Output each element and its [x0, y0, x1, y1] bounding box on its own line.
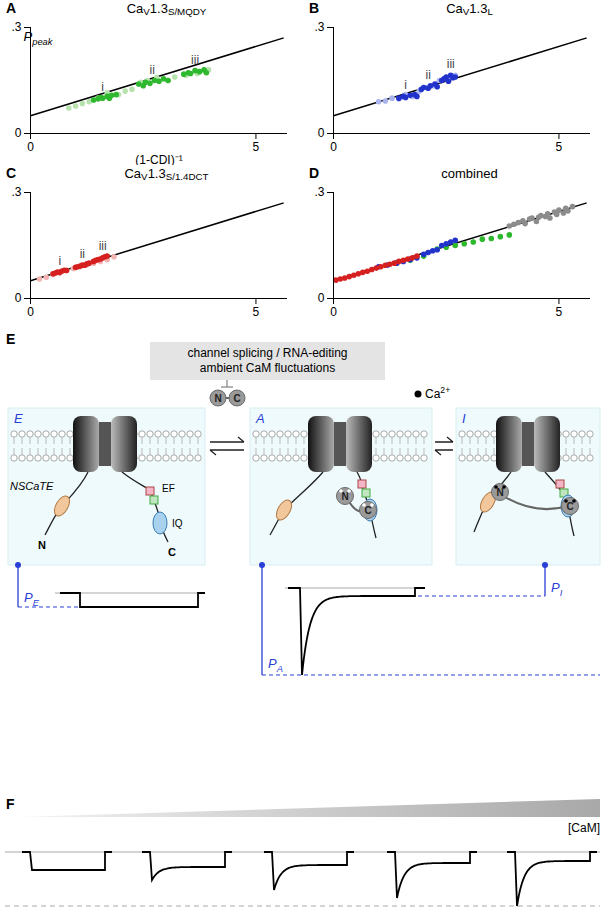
svg-text:iii: iii: [447, 57, 455, 71]
svg-text:0: 0: [318, 126, 325, 140]
svg-text:[CaM]: [CaM]: [568, 821, 600, 835]
svg-text:iii: iii: [191, 53, 199, 67]
html-text:B: B: [309, 0, 320, 16]
svg-text:0: 0: [330, 140, 337, 154]
svg-text:EF: EF: [162, 483, 175, 494]
svg-text:0: 0: [318, 291, 325, 305]
svg-text:5: 5: [253, 305, 260, 319]
svg-text:N: N: [214, 393, 221, 404]
svg-text:i: i: [101, 80, 104, 94]
svg-text:i: i: [404, 78, 407, 92]
svg-text:.3: .3: [11, 185, 21, 199]
svg-text:Ca2+: Ca2+: [425, 385, 450, 401]
html-text:CaV1.3S/MQDY: CaV1.3S/MQDY: [126, 1, 207, 18]
svg-text:i: i: [58, 254, 61, 268]
svg-text:0: 0: [27, 140, 34, 154]
svg-text:I: I: [462, 411, 466, 426]
svg-text:.3: .3: [11, 20, 21, 34]
svg-text:iii: iii: [99, 239, 107, 253]
svg-text:IQ: IQ: [172, 518, 183, 529]
svg-text:C: C: [364, 505, 371, 516]
html-text:D: D: [309, 165, 320, 181]
html-text:CaV1.3S/1.4DCT: CaV1.3S/1.4DCT: [124, 166, 209, 183]
svg-text:PE: PE: [24, 590, 40, 608]
svg-text:Ppeak: Ppeak: [24, 29, 54, 47]
svg-text:F: F: [6, 796, 15, 812]
svg-text:PI: PI: [551, 580, 563, 598]
svg-text:E: E: [14, 411, 23, 426]
svg-text:.3: .3: [314, 20, 324, 34]
svg-text:C: C: [168, 546, 176, 558]
svg-text:0: 0: [27, 305, 34, 319]
svg-text:0: 0: [330, 305, 337, 319]
html-text:C: C: [6, 165, 17, 181]
svg-text:NSCaTE: NSCaTE: [10, 480, 54, 492]
html-text:A: A: [6, 0, 17, 16]
svg-text:N: N: [496, 487, 503, 498]
svg-text:ii: ii: [150, 63, 155, 77]
svg-text:ii: ii: [80, 247, 85, 261]
svg-text:ambient CaM fluctuations: ambient CaM fluctuations: [200, 361, 335, 375]
svg-text:C: C: [566, 501, 573, 512]
svg-text:0: 0: [15, 126, 22, 140]
svg-text:(1-CDI)⁻¹: (1-CDI)⁻¹: [135, 153, 182, 166]
html-text:combined: combined: [441, 166, 498, 181]
svg-text:N: N: [38, 539, 46, 551]
svg-text:ii: ii: [426, 68, 431, 82]
svg-text:5: 5: [556, 140, 563, 154]
svg-text:N: N: [341, 491, 348, 502]
svg-text:PA: PA: [268, 656, 283, 674]
html-text:CaV1.3L: CaV1.3L: [446, 1, 493, 18]
svg-text:5: 5: [556, 305, 563, 319]
svg-text:C: C: [233, 393, 240, 404]
svg-text:A: A: [255, 411, 265, 426]
svg-text:E: E: [6, 331, 15, 347]
svg-text:5: 5: [253, 140, 260, 154]
svg-text:.3: .3: [314, 185, 324, 199]
svg-text:0: 0: [15, 291, 22, 305]
svg-text:channel splicing / RNA-editing: channel splicing / RNA-editing: [187, 346, 347, 360]
